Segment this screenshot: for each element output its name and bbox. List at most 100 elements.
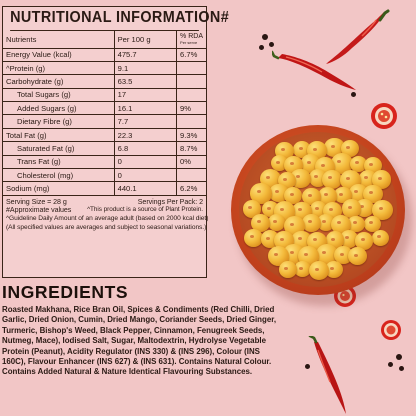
header-nutrients: Nutrients — [3, 31, 115, 49]
makhana-piece — [308, 260, 330, 281]
nutrient-value: 63.5 — [114, 74, 178, 89]
black-pepper-icon — [259, 45, 264, 50]
makhana-piece — [250, 183, 272, 204]
nutrition-footnotes: Serving Size = 28 g Servings Per Pack: 2… — [3, 196, 209, 232]
nutrient-value: 475.7 — [114, 48, 178, 62]
makhana-piece — [316, 214, 336, 232]
red-chilli-icon — [272, 50, 356, 90]
makhana-piece — [284, 187, 302, 205]
makhana-piece — [324, 260, 344, 278]
nutrient-value: 17 — [114, 88, 178, 103]
black-pepper-icon — [396, 354, 402, 360]
table-row: Total Fat (g) 22.3 9.3% — [3, 128, 206, 143]
notes-row: #Approximate values ^This product is a s… — [6, 206, 203, 215]
makhana-piece — [243, 228, 264, 248]
table-row: Trans Fat (g) 0 0% — [3, 155, 206, 170]
red-chilli-icon — [308, 336, 346, 414]
table-row: Dietary Fibre (g) 7.7 — [3, 114, 206, 129]
seasonal-note: (All specified values are averages and s… — [6, 223, 207, 231]
makhana-piece — [251, 213, 271, 232]
makhana-piece — [339, 230, 359, 248]
black-pepper-icon — [399, 366, 404, 371]
makhana-piece — [322, 169, 343, 189]
makhana-piece — [317, 186, 338, 206]
chilli-slice-icon — [381, 320, 401, 340]
header-rda: % RDA Per serve — [176, 31, 206, 49]
black-pepper-icon — [262, 34, 268, 40]
nutrient-value: 0 — [114, 168, 178, 183]
table-row: Cholesterol (mg) 0 — [3, 168, 206, 183]
nutrient-value: 22.3 — [114, 128, 178, 143]
makhana-piece — [271, 155, 289, 172]
header-rda-sub: Per serve — [180, 40, 198, 46]
nutrient-name: Trans Fat (g) — [3, 155, 115, 170]
makhana-piece — [355, 232, 374, 250]
makhana-piece — [267, 246, 289, 267]
makhana-piece — [293, 260, 312, 278]
makhana-piece — [242, 200, 262, 218]
nutrition-panel: NUTRITIONAL INFORMATION# Nutrients Per 1… — [2, 6, 229, 278]
nutrient-name: Sodium (mg) — [3, 181, 115, 196]
nutrient-rda: 6.2% — [176, 181, 206, 196]
table-row: ^Protein (g) 9.1 — [3, 61, 206, 76]
nutrient-rda — [176, 61, 206, 76]
header-per100g: Per 100 g — [114, 31, 178, 49]
makhana-piece — [364, 215, 382, 232]
nutrient-rda — [176, 114, 206, 129]
black-pepper-icon — [305, 364, 310, 369]
table-row: Carbohydrate (g) 63.5 — [3, 74, 206, 89]
nutrient-name: Total Sugars (g) — [3, 88, 115, 103]
black-pepper-icon — [351, 92, 356, 97]
nutrient-name: ^Protein (g) — [3, 61, 115, 76]
nutrient-value: 0 — [114, 155, 178, 170]
makhana-piece — [267, 214, 286, 231]
nutrition-header-row: Nutrients Per 100 g % RDA Per serve — [3, 31, 206, 49]
nutrient-rda: 0% — [176, 155, 206, 170]
table-row: Total Sugars (g) 17 — [3, 88, 206, 103]
guideline-note: ^Guideline Daily Amount of an average ad… — [6, 214, 209, 222]
makhana-piece — [349, 155, 367, 173]
nutrient-name: Total Fat (g) — [3, 128, 115, 143]
nutrient-rda — [176, 168, 206, 183]
makhana-piece — [302, 187, 321, 206]
approx-note: #Approximate values — [6, 206, 72, 215]
makhana-piece — [341, 140, 359, 157]
makhana-piece — [315, 244, 338, 265]
makhana-piece — [330, 214, 352, 235]
makhana-piece — [348, 247, 368, 266]
makhana-piece — [330, 153, 353, 174]
nutrient-name: Saturated Fat (g) — [3, 141, 115, 156]
makhana-piece — [324, 138, 345, 158]
serving-size: Serving Size = 28 g — [6, 197, 67, 206]
makhana-piece — [279, 261, 297, 279]
chilli-slice-icon — [371, 103, 397, 129]
nutrient-value: 6.8 — [114, 141, 178, 156]
makhana-piece — [371, 229, 389, 246]
servings-per-pack: Servings Per Pack: 2 — [137, 197, 203, 206]
nutrient-name: Energy Value (kcal) — [3, 48, 115, 62]
nutrition-title: NUTRITIONAL INFORMATION# — [10, 7, 229, 31]
makhana-piece — [372, 200, 394, 221]
nutrient-name: Dietary Fibre (g) — [3, 114, 115, 129]
nutrition-table: Nutrients Per 100 g % RDA Per serve Ener… — [3, 31, 206, 196]
makhana-piece — [334, 186, 352, 204]
ingredients-text: Roasted Makhana, Rice Bran Oil, Spices &… — [2, 305, 277, 377]
makhana-piece — [341, 199, 362, 218]
serving-row: Serving Size = 28 g Servings Per Pack: 2 — [6, 198, 203, 207]
nutrient-name: Cholesterol (mg) — [3, 168, 115, 183]
protein-note: ^This product is a source of Plant Prote… — [87, 206, 203, 214]
makhana-piece — [293, 140, 312, 158]
table-row: Saturated Fat (g) 6.8 8.7% — [3, 141, 206, 156]
makhana-piece — [269, 183, 289, 203]
nutrient-rda: 8.7% — [176, 141, 206, 156]
nutrient-value: 7.7 — [114, 114, 178, 129]
nutrient-value: 440.1 — [114, 181, 178, 196]
black-pepper-icon — [269, 42, 274, 47]
nutrient-name: Carbohydrate (g) — [3, 74, 115, 89]
nutrient-rda — [176, 88, 206, 103]
nutrient-rda: 9.3% — [176, 128, 206, 143]
red-chilli-icon — [326, 9, 390, 64]
makhana-piece — [301, 214, 321, 233]
makhana-piece — [363, 184, 384, 204]
